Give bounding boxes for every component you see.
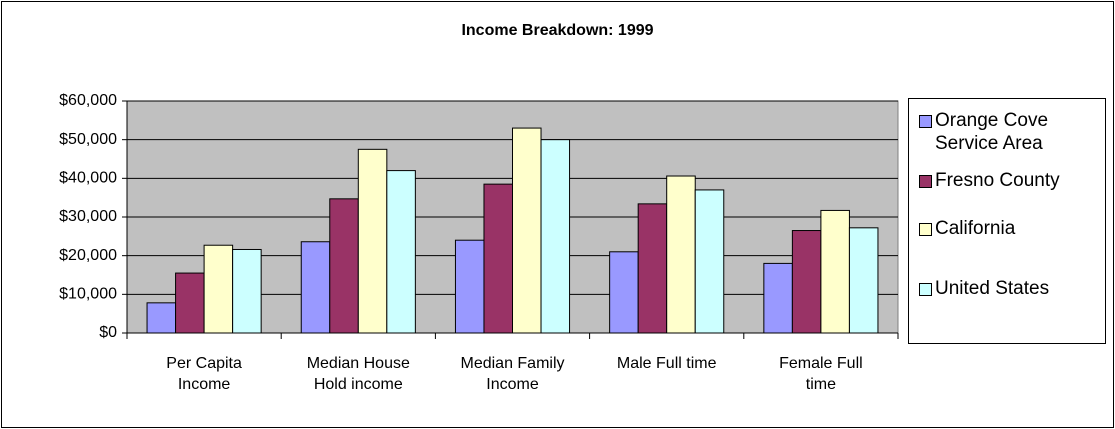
bar	[763, 262, 793, 334]
bar	[300, 241, 331, 334]
bar	[609, 251, 639, 334]
legend-item: California	[919, 217, 1095, 240]
bar	[791, 230, 822, 334]
x-tick-label: Median Family Income	[460, 355, 565, 393]
legend-swatch	[919, 175, 932, 188]
x-tick-label: Male Full time	[616, 355, 717, 372]
legend-item: Fresno County	[919, 169, 1095, 192]
bar	[666, 175, 696, 334]
bar	[540, 139, 571, 334]
y-tick-label: $30,000	[59, 208, 117, 225]
legend-label: Fresno County	[935, 170, 1060, 191]
bar	[203, 244, 234, 334]
legend-item: United States	[919, 277, 1095, 300]
y-tick-label: $50,000	[59, 131, 117, 148]
bar	[232, 248, 262, 334]
bar	[146, 302, 177, 334]
bar	[848, 227, 879, 334]
x-tick-label: Median House Hold income	[306, 355, 410, 393]
legend-swatch	[919, 283, 932, 296]
bar	[175, 272, 205, 334]
bar	[454, 239, 485, 334]
bar	[329, 198, 359, 334]
legend-swatch	[919, 115, 932, 128]
chart-title: Income Breakdown: 1999	[461, 22, 654, 39]
x-tick-label: Female Full time	[779, 355, 863, 393]
legend-label: California	[935, 218, 1016, 239]
legend-label: Orange Cove Service Area	[935, 110, 1049, 154]
y-tick-label: $60,000	[59, 92, 117, 109]
legend-swatch	[919, 223, 932, 236]
bar	[637, 203, 668, 334]
legend-item: Orange Cove Service Area	[919, 109, 1095, 155]
legend-label: United States	[935, 278, 1050, 299]
bar	[694, 189, 725, 334]
legend: Orange Cove Service Area Fresno County Cal…	[908, 98, 1106, 344]
bar	[820, 209, 850, 334]
bar	[386, 170, 416, 334]
y-tick-label: $0	[99, 324, 117, 341]
y-tick-label: $20,000	[59, 247, 117, 264]
bar	[357, 148, 388, 334]
y-tick-label: $10,000	[59, 286, 117, 303]
bar	[512, 127, 542, 334]
x-tick-label: Per Capita Income	[166, 355, 242, 393]
y-tick-label: $40,000	[59, 170, 117, 187]
bar	[483, 183, 513, 334]
